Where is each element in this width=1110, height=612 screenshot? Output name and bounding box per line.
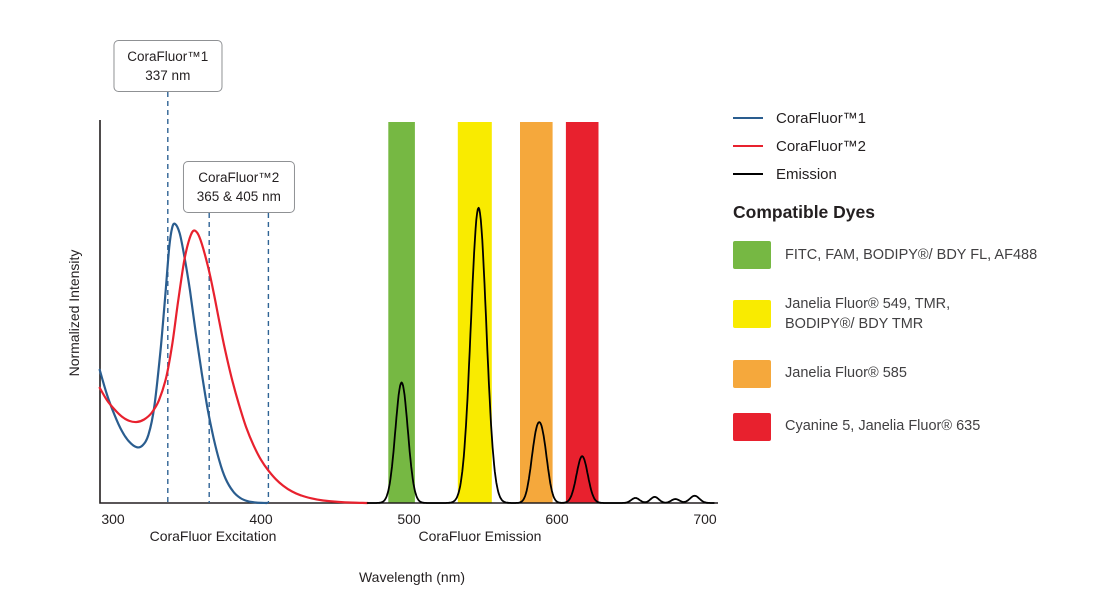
side-panel: CoraFluor™1 CoraFluor™2 Emission Compati…: [733, 104, 1105, 441]
x-tick-label: 500: [397, 511, 421, 527]
dye-item-yellow: Janelia Fluor® 549, TMR, BODIPY®/ BDY TM…: [733, 294, 1105, 335]
chart-legend: CoraFluor™1 CoraFluor™2 Emission: [733, 104, 1105, 188]
compatible-dyes-list: FITC, FAM, BODIPY®/ BDY FL, AF488 Janeli…: [733, 241, 1105, 441]
dye-label-orange: Janelia Fluor® 585: [785, 365, 907, 382]
spectra-chart: 300 400 500 600 700: [98, 92, 718, 527]
dye-swatch-green: [733, 241, 771, 269]
dye-swatch-yellow: [733, 300, 771, 329]
legend-item-corafluor1: CoraFluor™1: [733, 104, 1105, 132]
x-tick-label: 700: [693, 511, 717, 527]
compatible-dyes-title: Compatible Dyes: [733, 202, 875, 222]
legend-item-emission: Emission: [733, 160, 1105, 188]
legend-label-emission: Emission: [776, 165, 837, 183]
corafluor2-excitation-curve: [98, 229, 369, 505]
annotation-corafluor1-callout: CoraFluor™1 337 nm: [113, 40, 223, 93]
x-tick-label: 400: [249, 511, 273, 527]
dye-label-yellow: Janelia Fluor® 549, TMR, BODIPY®/ BDY TM…: [785, 296, 951, 333]
emission-caption: CoraFluor Emission: [418, 528, 542, 544]
x-axis-label: Wavelength (nm): [358, 569, 466, 585]
dye-label-red: Cyanine 5, Janelia Fluor® 635: [785, 418, 981, 435]
band-orange: [520, 122, 553, 503]
legend-swatch-emission: [733, 172, 763, 176]
dye-swatch-orange: [733, 359, 771, 388]
annotation-corafluor2-value: 365 & 405 nm: [196, 189, 281, 205]
legend-label-corafluor2: CoraFluor™2: [776, 137, 867, 155]
band-red: [565, 122, 599, 503]
y-axis-label: Normalized Intensity: [66, 249, 82, 377]
legend-item-corafluor2: CoraFluor™2: [733, 132, 1105, 160]
excitation-caption: CoraFluor Excitation: [149, 528, 277, 544]
x-tick-label: 600: [545, 511, 569, 527]
annotation-corafluor1-title: CoraFluor™1: [127, 49, 209, 64]
dye-swatch-red: [733, 412, 771, 441]
legend-swatch-corafluor2: [733, 144, 763, 148]
dye-label-green: FITC, FAM, BODIPY®/ BDY FL, AF488: [785, 246, 1038, 263]
band-green: [388, 122, 415, 503]
legend-label-corafluor1: CoraFluor™1: [776, 109, 867, 127]
dye-item-green: FITC, FAM, BODIPY®/ BDY FL, AF488: [733, 241, 1105, 269]
emission-curve: [366, 206, 715, 504]
legend-swatch-corafluor1: [733, 116, 763, 120]
annotation-corafluor1-value: 337 nm: [145, 68, 191, 84]
dye-item-red: Cyanine 5, Janelia Fluor® 635: [733, 412, 1105, 441]
dye-item-orange: Janelia Fluor® 585: [733, 359, 1105, 388]
x-tick-label: 300: [101, 511, 125, 527]
corafluor1-excitation-curve: [98, 222, 268, 505]
band-yellow: [457, 122, 492, 503]
annotation-corafluor2-title: CoraFluor™2: [198, 170, 280, 185]
annotation-corafluor2-callout: CoraFluor™2 365 & 405 nm: [182, 161, 295, 214]
